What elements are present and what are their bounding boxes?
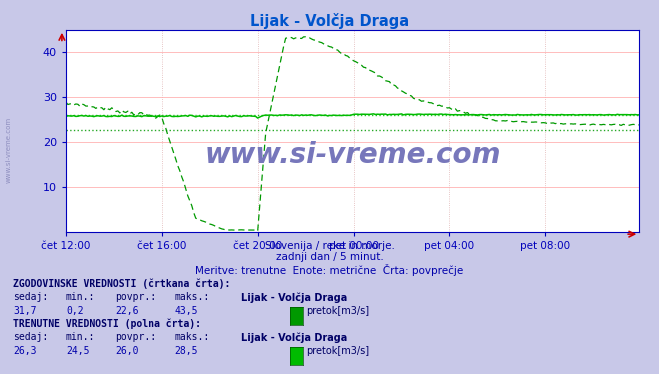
Text: sedaj:: sedaj: — [13, 292, 48, 303]
Text: 31,7: 31,7 — [13, 306, 37, 316]
Text: www.si-vreme.com: www.si-vreme.com — [204, 141, 501, 169]
Text: Lijak - Volčja Draga: Lijak - Volčja Draga — [241, 292, 347, 303]
Text: ZGODOVINSKE VREDNOSTI (črtkana črta):: ZGODOVINSKE VREDNOSTI (črtkana črta): — [13, 279, 231, 289]
Text: zadnji dan / 5 minut.: zadnji dan / 5 minut. — [275, 252, 384, 263]
Text: sedaj:: sedaj: — [13, 332, 48, 342]
Text: 26,0: 26,0 — [115, 346, 139, 356]
Text: povpr.:: povpr.: — [115, 332, 156, 342]
Text: min.:: min.: — [66, 292, 96, 303]
Text: TRENUTNE VREDNOSTI (polna črta):: TRENUTNE VREDNOSTI (polna črta): — [13, 319, 201, 329]
Text: min.:: min.: — [66, 332, 96, 342]
Text: 26,3: 26,3 — [13, 346, 37, 356]
Text: maks.:: maks.: — [175, 292, 210, 303]
Text: 24,5: 24,5 — [66, 346, 90, 356]
Text: pretok[m3/s]: pretok[m3/s] — [306, 306, 370, 316]
Text: Lijak - Volčja Draga: Lijak - Volčja Draga — [241, 332, 347, 343]
Text: Slovenija / reke in morje.: Slovenija / reke in morje. — [264, 241, 395, 251]
Text: maks.:: maks.: — [175, 332, 210, 342]
Text: 22,6: 22,6 — [115, 306, 139, 316]
Text: Lijak - Volčja Draga: Lijak - Volčja Draga — [250, 13, 409, 29]
Text: 0,2: 0,2 — [66, 306, 84, 316]
Text: 43,5: 43,5 — [175, 306, 198, 316]
Text: Meritve: trenutne  Enote: metrične  Črta: povprečje: Meritve: trenutne Enote: metrične Črta: … — [195, 264, 464, 276]
Text: 28,5: 28,5 — [175, 346, 198, 356]
Text: pretok[m3/s]: pretok[m3/s] — [306, 346, 370, 356]
Text: www.si-vreme.com: www.si-vreme.com — [5, 117, 11, 183]
Text: povpr.:: povpr.: — [115, 292, 156, 303]
